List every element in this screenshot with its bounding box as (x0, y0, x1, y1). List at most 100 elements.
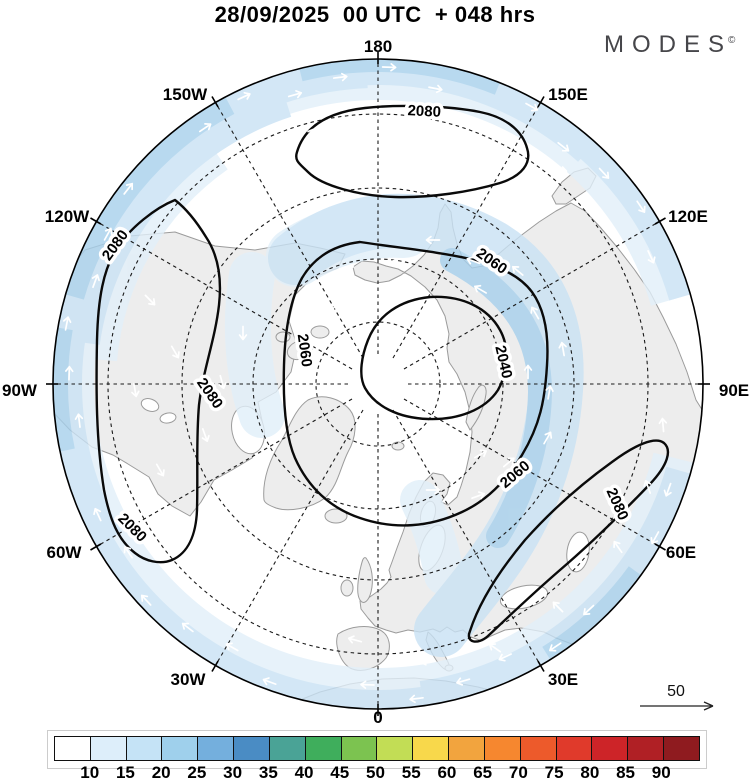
contour-label: 2080 (407, 102, 441, 121)
wind-arrow-icon (379, 285, 392, 295)
edge-tick (90, 543, 102, 551)
wind-arrow-icon (74, 413, 84, 429)
wind-arrow-icon (123, 546, 133, 559)
wind-arrow-icon (144, 294, 156, 306)
meridian-line (97, 221, 353, 370)
polar-map: 2080 2080 2080 2080 2080 2060 2060 2060 … (2, 37, 749, 727)
meridian-line (215, 409, 364, 665)
contour-2040-loop (360, 295, 508, 421)
wind-arrow-icon (474, 449, 487, 459)
wind-arrow-icon (643, 480, 652, 494)
colorbar-tick-label: 50 (366, 763, 385, 782)
jet-band (277, 59, 596, 162)
wind-arrow-icon (140, 594, 152, 606)
wind-arrow-icon (131, 382, 140, 398)
colorbar-tick-label: 65 (473, 763, 493, 782)
meridian-line (392, 103, 541, 359)
longitude-label: 30W (171, 670, 207, 689)
wind-arrow-icon (201, 428, 210, 442)
contour-2080-southeast (467, 439, 670, 643)
wind-arrow-icon (381, 63, 397, 72)
edge-tick (537, 660, 545, 672)
jet-band (529, 102, 691, 301)
jet-band (542, 566, 641, 659)
great-lake (140, 398, 160, 412)
longitude-label: 150E (548, 85, 588, 104)
wind-arrow-icon (552, 166, 568, 175)
wind-arrow-icon (472, 145, 488, 154)
colorbar-tick-label: 25 (187, 763, 207, 782)
colorbar-cell (663, 737, 699, 760)
novaya-zemlya (465, 384, 487, 431)
wind-arrow-icon (262, 677, 277, 686)
longitude-label: 90E (719, 381, 749, 400)
wind-arrow-icon (385, 257, 400, 266)
longitude-label: 60E (666, 543, 696, 562)
colorbar-cell (483, 737, 520, 760)
wind-arrow-icon (305, 128, 315, 142)
longitude-label: 0 (373, 708, 382, 727)
colorbar-tick-label: 20 (151, 763, 171, 782)
colorbar (54, 736, 700, 761)
colorbar-ticks: 10 15 20 25 30 35 40 45 50 55 60 65 70 75 80 85 90 (54, 763, 700, 782)
colorbar-tick-label: 80 (580, 763, 600, 782)
wind-arrow-icon (471, 491, 486, 500)
colorbar-tick-label: 45 (330, 763, 350, 782)
logo-text: MODES (604, 31, 733, 58)
wind-arrow-icon (91, 274, 100, 289)
wind-arrow-icon (425, 235, 441, 245)
iberia (336, 626, 390, 671)
jet-band (299, 59, 500, 95)
wind-arrow-icon (170, 345, 180, 359)
wind-arrow-icon (360, 680, 375, 689)
colorbar-cell (519, 737, 556, 760)
wind-arrow-icon (549, 642, 562, 652)
ireland (340, 579, 354, 597)
colorbar-cell (268, 737, 305, 760)
wind-arrow-icon (498, 653, 512, 662)
wind-arrow-icon (663, 482, 672, 497)
jet-band (56, 74, 292, 345)
wind-speed-shading (53, 59, 694, 709)
colorbar-frame (47, 730, 707, 769)
wind-arrow-icon (238, 325, 248, 341)
colorbar-cell (448, 737, 484, 760)
wind-arrow-icon (658, 417, 668, 433)
longitude-labels: 180 150W 150E 120W 120E 90W 90E 60W 60E … (2, 37, 749, 727)
latitude-circle (181, 187, 575, 581)
longitude-label: 150W (163, 85, 208, 104)
edge-ticks (46, 52, 710, 716)
arctic-island (310, 325, 330, 339)
contour-label: 2060 (294, 333, 315, 368)
edge-tick (537, 96, 545, 108)
wind-arrow-icon (523, 364, 533, 380)
wind-arrow-icon (413, 657, 427, 666)
jet-band (65, 97, 235, 300)
wind-arrow-icon (558, 341, 567, 357)
arctic-island (286, 339, 314, 361)
wind-arrows (62, 63, 672, 704)
colorbar-tick-label: 10 (80, 763, 100, 782)
uk (357, 557, 373, 603)
meridian-line (392, 409, 541, 665)
contour-2080-west-hairpin (95, 198, 222, 564)
colorbar-cell (340, 737, 377, 760)
contour-2080-top-oval (295, 104, 530, 199)
wind-arrow-icon (65, 365, 74, 381)
page-title: 28/09/2025 00 UTC + 048 hrs (214, 2, 536, 27)
wind-arrow-icon (466, 256, 481, 265)
iceland (324, 508, 348, 524)
wind-arrow-icon (474, 284, 487, 294)
meridian-line (403, 398, 659, 547)
colorbar-tick-label: 75 (544, 763, 564, 782)
colorbar-cell (89, 737, 126, 760)
colorbar-cell (412, 737, 449, 760)
wind-scale-legend: 50 (640, 683, 714, 711)
wind-arrow-icon (249, 154, 261, 166)
wind-arrow-icon (93, 507, 102, 522)
colorbar-cell (627, 737, 664, 760)
edge-tick (211, 96, 219, 108)
wind-scale-arrow-icon (640, 701, 714, 711)
wind-arrow-icon (488, 643, 502, 653)
